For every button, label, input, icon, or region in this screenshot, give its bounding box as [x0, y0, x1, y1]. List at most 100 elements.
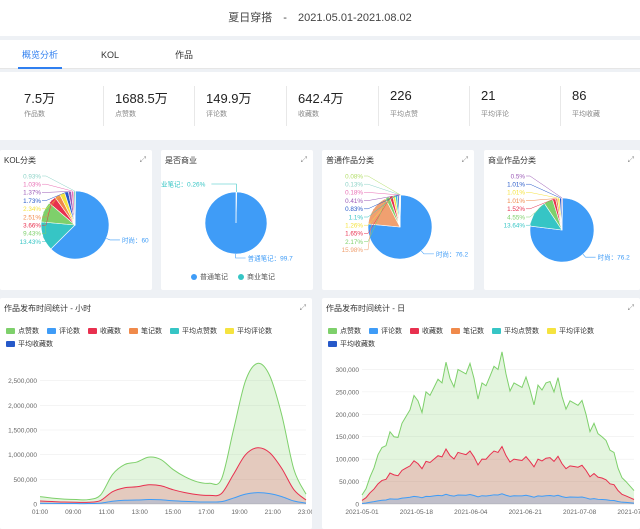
- series-line[interactable]: [361, 445, 635, 501]
- stat-label: 平均收藏: [572, 111, 600, 118]
- legend-item[interactable]: 商业笔记: [237, 272, 275, 282]
- legend-item[interactable]: 收藏数: [88, 325, 121, 338]
- pie-label: 1.01%: [507, 198, 525, 205]
- x-tick-label: 19:00: [231, 509, 248, 516]
- legend-label: 点赞数: [340, 328, 361, 335]
- pie-label: 2.51%: [23, 214, 41, 221]
- expand-icon[interactable]: ⤢: [139, 155, 146, 164]
- report-title: 夏日穿搭: [228, 12, 273, 24]
- stat-label: 收藏数: [298, 111, 319, 118]
- card-title: 是否商业: [165, 156, 197, 165]
- x-tick-label: 2021-06-21: [509, 509, 543, 516]
- series-area: [362, 446, 634, 504]
- y-tick-label: 250,000: [336, 389, 360, 396]
- expand-icon[interactable]: ⤢: [300, 155, 307, 164]
- pie-label: 3.66%: [23, 223, 41, 230]
- tab-kol[interactable]: KOL: [101, 50, 120, 60]
- x-tick-label: 11:00: [99, 509, 115, 516]
- legend-swatch: [328, 328, 337, 335]
- expand-icon[interactable]: ⤢: [627, 303, 634, 312]
- legend-label: 平均收藏数: [18, 341, 53, 348]
- x-tick-label: 2021-07-08: [563, 509, 597, 516]
- pie-label: 4.55%: [507, 214, 525, 221]
- page-header: 夏日穿搭 - 2021.05.01-2021.08.02: [0, 0, 640, 36]
- legend-item[interactable]: 平均点赞数: [492, 325, 539, 338]
- legend-swatch: [47, 328, 56, 335]
- pie-label: 普通笔记：99.7: [248, 253, 294, 262]
- stat-value: 642.4万: [298, 91, 344, 106]
- date-range: 2021.05.01-2021.08.02: [298, 12, 412, 24]
- expand-icon[interactable]: ⤢: [627, 155, 634, 164]
- kol-category-card: KOL分类 ⤢ 时尚：60 0.93% 1.03% 1.37% 1.73% 2.34% 2.…: [0, 150, 152, 290]
- pie-label: 时尚：76.2: [598, 253, 631, 262]
- series-area: [362, 351, 634, 504]
- y-tick-label: 2,000,000: [8, 403, 37, 410]
- legend-label: 收藏数: [422, 328, 443, 335]
- legend-item[interactable]: 笔记数: [129, 325, 162, 338]
- pie-label: 1.26%: [345, 223, 363, 230]
- commercial-card: 是否商业 ⤢ 普通笔记：99.7 业笔记：0.26% 普通笔记 商业笔记: [161, 150, 313, 290]
- pie-label: 0.08%: [345, 173, 363, 180]
- legend-label: 平均点赞数: [182, 328, 217, 335]
- legend-label: 平均收藏数: [340, 341, 375, 348]
- legend-label: 平均点赞数: [504, 328, 539, 335]
- y-tick-label: 1,500,000: [8, 428, 37, 435]
- legend-item[interactable]: 评论数: [369, 325, 402, 338]
- pie-label: 1.65%: [345, 231, 363, 238]
- legend-item[interactable]: 点赞数: [6, 325, 39, 338]
- legend-item[interactable]: 平均评论数: [547, 325, 594, 338]
- legend-item[interactable]: 笔记数: [451, 325, 484, 338]
- stat-value: 86: [572, 88, 587, 103]
- legend-swatch: [170, 328, 179, 335]
- expand-icon[interactable]: ⤢: [299, 303, 306, 312]
- legend-swatch: [88, 328, 97, 335]
- normal-works-pie-chart: 时尚：76.2 0.08% 0.13%0.18%0.41%0.83%1.1% 1.26…: [342, 173, 468, 260]
- pie-label: 1.01%: [507, 190, 525, 197]
- expand-icon[interactable]: ⤢: [461, 155, 468, 164]
- series-line[interactable]: [39, 492, 307, 505]
- pie-slice[interactable]: [529, 197, 595, 263]
- legend-swatch: [129, 328, 138, 335]
- y-tick-label: 1,000,000: [8, 452, 37, 459]
- legend-item[interactable]: 平均点赞数: [170, 325, 217, 338]
- legend-item[interactable]: 平均收藏数: [6, 338, 53, 351]
- pie-label: 1.37%: [23, 190, 41, 197]
- tab-works[interactable]: 作品: [175, 50, 194, 60]
- x-tick-label: 13:00: [132, 509, 149, 516]
- legend-item[interactable]: 平均收藏数: [328, 338, 375, 351]
- chart-legend: 点赞数 评论数 收藏数 笔记数 平均点赞数 平均评论数平均收藏数: [6, 325, 306, 351]
- pie-label: 2.17%: [345, 239, 363, 246]
- legend-swatch: [225, 328, 234, 335]
- legend-item[interactable]: 普通笔记: [191, 272, 228, 282]
- legend-label: 点赞数: [18, 328, 39, 335]
- legend-item[interactable]: 收藏数: [410, 325, 443, 338]
- pie-label: 1.03%: [23, 182, 41, 189]
- series-line[interactable]: [361, 493, 635, 505]
- pie-label: 0.93%: [23, 173, 41, 180]
- pie-label: 1.1%: [349, 214, 364, 221]
- pie-label: 1.01%: [507, 182, 525, 189]
- x-tick-label: 2021-06-04: [454, 509, 488, 516]
- legend-label: 平均评论数: [237, 328, 272, 335]
- stat-value: 1688.5万: [115, 91, 168, 106]
- series-line[interactable]: [361, 351, 635, 496]
- pie-label: 1.73%: [23, 198, 41, 205]
- pie-label: 15.98%: [342, 247, 364, 254]
- title-separator: -: [283, 12, 287, 24]
- card-title: 普通作品分类: [326, 156, 374, 165]
- series-line[interactable]: [39, 362, 307, 501]
- legend-item[interactable]: 评论数: [47, 325, 80, 338]
- stat-value: 21: [481, 88, 496, 103]
- x-tick-label: 2021-05-01: [345, 509, 379, 516]
- stat-label: 评论数: [206, 111, 227, 118]
- legend-item[interactable]: 平均评论数: [225, 325, 272, 338]
- tab-overview[interactable]: 概览分析: [18, 40, 62, 69]
- series-area: [40, 492, 306, 504]
- series-line[interactable]: [39, 447, 307, 503]
- series-area: [362, 493, 634, 504]
- daily-stats-card: 作品发布时间统计 - 日 ⤢ 点赞数 评论数 收藏数 笔记数 平均点赞数 平均评论数平均收…: [322, 298, 640, 529]
- pie-label: 9.43%: [23, 231, 41, 238]
- pie-slice[interactable]: [561, 197, 563, 231]
- pie-slice[interactable]: [73, 190, 76, 226]
- legend-item[interactable]: 点赞数: [328, 325, 361, 338]
